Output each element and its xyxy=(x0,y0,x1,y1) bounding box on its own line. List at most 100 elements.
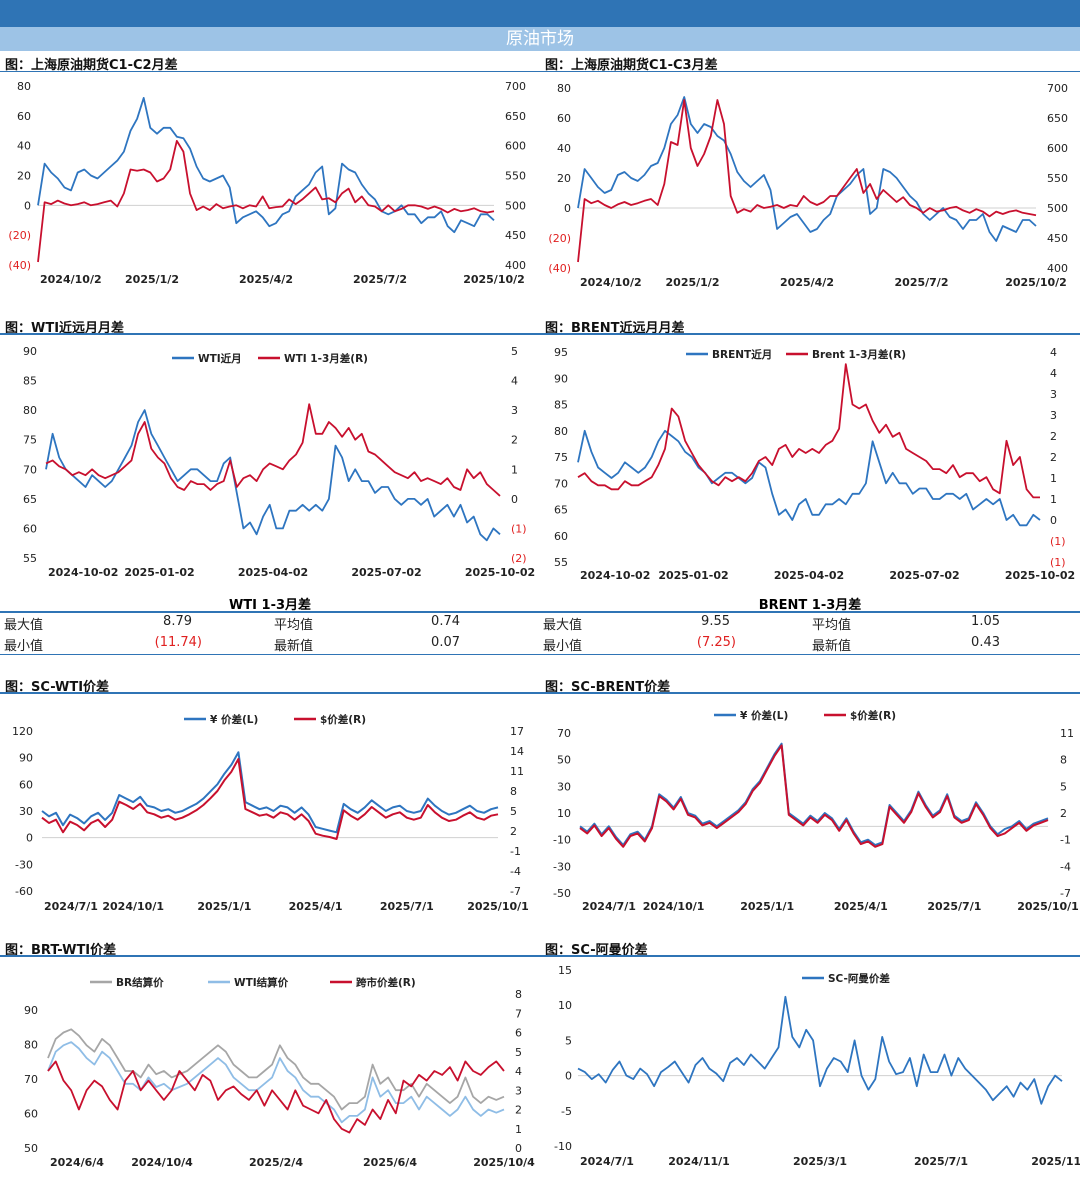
y-tick-label-left: 80 xyxy=(23,404,37,417)
chart-c1-c2-spread: 806040200(20)(40)70065060055050045040020… xyxy=(8,80,526,286)
x-tick-label: 2025/10/1 xyxy=(1017,900,1079,913)
legend-label: BRENT近月 xyxy=(712,348,772,361)
y-tick-label-right: 3 xyxy=(1050,409,1057,422)
y-tick-label-right: 1 xyxy=(515,1123,522,1136)
y-tick-label-left: 120 xyxy=(12,725,33,738)
x-tick-label: 2024-10-02 xyxy=(48,566,118,579)
y-tick-label-right: 4 xyxy=(1050,346,1057,359)
y-tick-label-left: -60 xyxy=(15,885,33,898)
x-tick-label: 2025-04-02 xyxy=(238,566,308,579)
y-tick-label-right: 2 xyxy=(510,825,517,838)
x-tick-label: 2025/1/2 xyxy=(666,276,720,289)
y-tick-label-left: 60 xyxy=(23,522,37,535)
y-tick-label-left: 80 xyxy=(17,80,31,93)
y-tick-label-right: -4 xyxy=(510,865,521,878)
panel-title-c2: 图：上海原油期货C1-C3月差 xyxy=(545,58,718,73)
y-tick-label-left: 90 xyxy=(554,372,568,385)
y-tick-label-left: 60 xyxy=(17,110,31,123)
x-tick-label: 2025/7/1 xyxy=(380,900,434,913)
series-line-$价差(R) xyxy=(41,758,499,840)
y-tick-label-left: 75 xyxy=(554,451,568,464)
y-tick-label-left: 30 xyxy=(557,780,571,793)
y-tick-label-left: 80 xyxy=(557,82,571,95)
chart-sc-oman-spread: 15 10 5 0 -5 -10 2024/7/1 2024/11/1 2025/3/1 2025… xyxy=(554,964,1080,1168)
y-tick-label-right: 450 xyxy=(1047,232,1068,245)
y-tick-label-left: 90 xyxy=(19,752,33,765)
x-tick-label: 2025-10-02 xyxy=(1005,569,1075,582)
x-tick-label: 2025/6/4 xyxy=(363,1156,417,1169)
y-tick-label-left: 0 xyxy=(564,202,571,215)
x-tick-label: 2025/1/1 xyxy=(740,900,794,913)
series-line-BRENT近月 xyxy=(577,429,1041,527)
y-tick-label-left: 55 xyxy=(23,552,37,565)
divider xyxy=(0,654,1080,655)
y-tick-label-right: 1 xyxy=(1050,472,1057,485)
y-tick-label-right: 400 xyxy=(1047,262,1068,275)
y-tick-label-left: (40) xyxy=(8,259,31,272)
y-tick-label-right: 600 xyxy=(505,140,526,153)
y-tick-label-left: -30 xyxy=(553,860,571,873)
y-tick-label-right: 5 xyxy=(510,805,517,818)
series-line-跨市价差(R) xyxy=(47,1060,505,1134)
x-tick-label: 2024/11/1 xyxy=(668,1155,730,1168)
y-tick-label-right: 2 xyxy=(1060,807,1067,820)
y-tick-label-left: -10 xyxy=(554,1140,572,1153)
chart-c1-c3-spread: 806040200(20)(40)70065060055050045040020… xyxy=(548,82,1068,289)
x-tick-label: 2025/10/2 xyxy=(1005,276,1067,289)
y-tick-label-right: 5 xyxy=(1060,780,1067,793)
y-tick-label-right: 5 xyxy=(515,1046,522,1059)
wti-min-value: (11.74) xyxy=(154,635,202,650)
x-tick-label: 2025/3/1 xyxy=(793,1155,847,1168)
panel-title-c5: 图：SC-WTI价差 xyxy=(5,680,110,695)
series-line-WTI 1-3月差(R) xyxy=(45,403,501,497)
y-tick-label-right: 1 xyxy=(511,463,518,476)
legend-label: WTI 1-3月差(R) xyxy=(284,352,368,365)
y-tick-label-left: (40) xyxy=(548,262,571,275)
brent-avg-label: 平均值 xyxy=(812,618,852,633)
brent-max-value: 9.55 xyxy=(701,614,730,629)
x-tick-label: 2024/10/4 xyxy=(131,1156,193,1169)
series-line-C1-C3月差 xyxy=(577,96,1037,242)
y-tick-label-left: 15 xyxy=(558,964,572,977)
legend-label: BR结算价 xyxy=(116,976,164,989)
y-tick-label-right: 17 xyxy=(510,725,524,738)
y-tick-label-left: 70 xyxy=(557,727,571,740)
series-line-C1-C3月差(R) xyxy=(577,99,1037,263)
y-tick-label-right: 400 xyxy=(505,259,526,272)
x-tick-label: 2025-01-02 xyxy=(658,569,728,582)
y-tick-label-right: 4 xyxy=(515,1065,522,1078)
brent-max-label: 最大值 xyxy=(543,618,583,633)
y-tick-label-left: 10 xyxy=(557,807,571,820)
brent-stats-title: BRENT 1-3月差 xyxy=(758,598,862,613)
wti-min-label: 最小值 xyxy=(4,639,44,654)
y-tick-label-left: (20) xyxy=(8,229,31,242)
y-tick-label-left: 80 xyxy=(554,425,568,438)
brent-avg-value: 1.05 xyxy=(971,614,1000,629)
y-tick-label-right: 5 xyxy=(511,345,518,358)
y-tick-label-right: 600 xyxy=(1047,142,1068,155)
x-tick-label: 2025-01-02 xyxy=(124,566,194,579)
y-tick-label-right: 8 xyxy=(515,988,522,1001)
chart-sc-brent-spread: 70 50 30 10 -10 -30 -50 11 8 5 2 -1 -4 -7 2024/7/1 2024… xyxy=(553,709,1079,913)
y-tick-label-left: 10 xyxy=(558,999,572,1012)
y-tick-label-right: 3 xyxy=(1050,388,1057,401)
y-tick-label-right: 450 xyxy=(505,229,526,242)
y-tick-label-right: 14 xyxy=(510,745,524,758)
y-tick-label-right: 650 xyxy=(1047,112,1068,125)
y-tick-label-right: -1 xyxy=(1060,834,1071,847)
y-tick-label-left: 5 xyxy=(565,1034,572,1047)
x-tick-label: 2025/4/1 xyxy=(834,900,888,913)
brent-min-label: 最小值 xyxy=(543,639,583,654)
wti-latest-value: 0.07 xyxy=(431,635,460,650)
legend-label: $价差(R) xyxy=(850,709,896,722)
y-tick-label-right: 8 xyxy=(1060,754,1067,767)
y-tick-label-left: 55 xyxy=(554,556,568,569)
legend-label: WTI近月 xyxy=(198,352,242,365)
legend-label: SC-阿曼价差 xyxy=(828,972,890,985)
x-tick-label: 2025/10/1 xyxy=(467,900,529,913)
x-tick-label: 2024/7/1 xyxy=(44,900,98,913)
legend-label: ¥ 价差(L) xyxy=(740,709,788,722)
divider xyxy=(0,692,1080,694)
y-tick-label-left: 95 xyxy=(554,346,568,359)
